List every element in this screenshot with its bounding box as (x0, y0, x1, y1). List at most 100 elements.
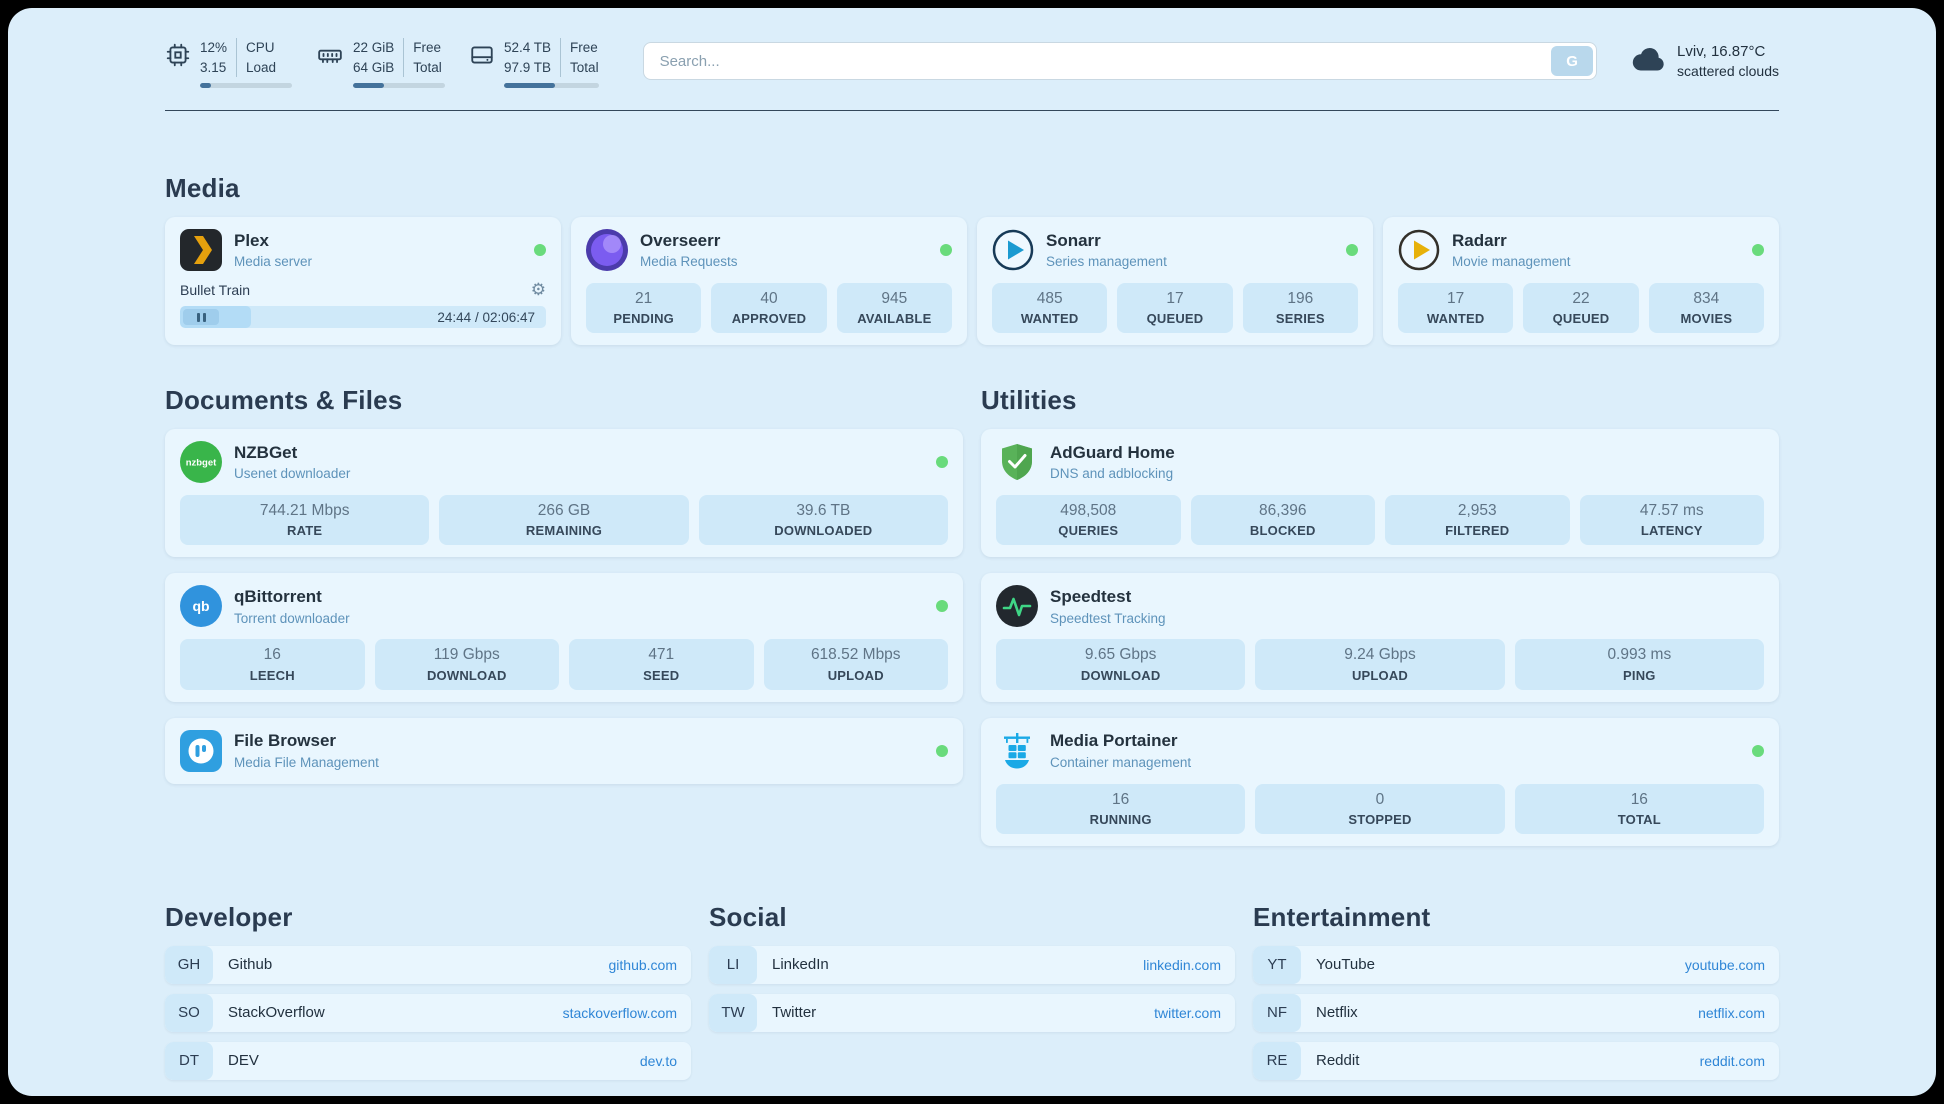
app-name: NZBGet (234, 443, 298, 463)
ram-total-value: 64 GiB (353, 59, 395, 75)
qbittorrent-icon: qb (180, 585, 222, 628)
stat-pending: 21 PENDING (586, 283, 702, 334)
bookmark-stackoverflow[interactable]: SO StackOverflow stackoverflow.com (165, 993, 691, 1032)
stat-ping: 0.993 ms PING (1514, 639, 1764, 690)
bookmark-name: Twitter (772, 1004, 817, 1022)
app-card-adguard[interactable]: AdGuard Home DNS and adblocking 498,508 Q… (981, 429, 1779, 558)
stat-remaining: 266 GB REMAINING (439, 495, 689, 546)
playback-progress-bar[interactable]: 24:44 / 02:06:47 (180, 306, 546, 329)
app-name: Speedtest (1050, 587, 1132, 607)
media-section: Media Plex Media server (165, 173, 1779, 346)
cpu-icon (165, 42, 191, 73)
header-divider (165, 110, 1779, 112)
cloud-icon (1631, 45, 1667, 77)
settings-gear-icon[interactable]: ⚙ (530, 280, 546, 300)
bookmark-link[interactable]: github.com (608, 956, 677, 973)
app-subtitle: Media server (234, 254, 313, 270)
radarr-icon (1398, 229, 1440, 271)
app-subtitle: Media Requests (640, 254, 738, 270)
bookmark-reddit[interactable]: RE Reddit reddit.com (1253, 1041, 1779, 1080)
app-name: qBittorrent (234, 587, 322, 607)
weather-condition: scattered clouds (1677, 62, 1779, 79)
documents-section: Documents & Files nzbget NZBGet Usenet d (165, 385, 963, 845)
dashboard-page: 12% 3.15 CPU Load (8, 8, 1936, 1096)
bookmark-twitter[interactable]: TW Twitter twitter.com (709, 993, 1235, 1032)
sonarr-icon (992, 229, 1034, 271)
stat-leech: 16 LEECH (180, 639, 365, 690)
bookmark-link[interactable]: netflix.com (1698, 1004, 1765, 1021)
disk-total-label: Total (570, 59, 599, 75)
search-input[interactable] (643, 43, 1549, 80)
app-card-qbittorrent[interactable]: qb qBittorrent Torrent downloader 16 LEEC… (165, 573, 963, 702)
system-metrics: 12% 3.15 CPU Load (165, 38, 599, 89)
disk-total-value: 97.9 TB (504, 59, 552, 75)
app-name: Sonarr (1046, 230, 1101, 250)
bookmark-abbr: SO (165, 993, 213, 1032)
app-card-sonarr[interactable]: Sonarr Series management 485 WANTED 17 QUE… (977, 217, 1373, 346)
app-subtitle: Series management (1046, 254, 1167, 270)
app-card-speedtest[interactable]: Speedtest Speedtest Tracking 9.65 Gbps DO… (981, 573, 1779, 702)
app-card-radarr[interactable]: Radarr Movie management 17 WANTED 22 QUEUE… (1383, 217, 1779, 346)
status-dot (936, 744, 948, 757)
portainer-icon (996, 730, 1038, 772)
adguard-icon (996, 441, 1038, 483)
status-dot (1752, 744, 1764, 757)
stat-rate: 744.21 Mbps RATE (180, 495, 430, 546)
bookmark-dev[interactable]: DT DEV dev.to (165, 1041, 691, 1080)
bookmark-linkedin[interactable]: LI LinkedIn linkedin.com (709, 945, 1235, 984)
bookmark-github[interactable]: GH Github github.com (165, 945, 691, 984)
developer-section-title: Developer (165, 901, 293, 932)
stat-approved: 40 APPROVED (711, 283, 827, 334)
top-bar: 12% 3.15 CPU Load (8, 8, 1936, 89)
bookmark-netflix[interactable]: NF Netflix netflix.com (1253, 993, 1779, 1032)
app-card-portainer[interactable]: Media Portainer Container management 16 R… (981, 717, 1779, 846)
nzbget-icon: nzbget (180, 441, 222, 484)
app-subtitle: Media File Management (234, 754, 379, 770)
pause-button[interactable] (183, 309, 219, 326)
bookmarks-developer: Developer GH Github github.com SO StackO… (165, 902, 691, 1090)
app-card-filebrowser[interactable]: File Browser Media File Management (165, 717, 963, 784)
bookmark-youtube[interactable]: YT YouTube youtube.com (1253, 945, 1779, 984)
bookmark-link[interactable]: reddit.com (1699, 1052, 1765, 1069)
bookmark-abbr: LI (709, 945, 757, 984)
stat-upload: 9.24 Gbps UPLOAD (1255, 639, 1505, 690)
ram-metric: 22 GiB 64 GiB Free Total (316, 38, 445, 89)
search-engine-button[interactable]: G (1551, 46, 1594, 77)
playback-time: 24:44 / 02:06:47 (437, 309, 535, 325)
status-dot (534, 244, 546, 257)
ram-icon (316, 42, 344, 73)
app-subtitle: DNS and adblocking (1050, 466, 1174, 482)
app-subtitle: Container management (1050, 754, 1192, 770)
stat-filtered: 2,953 FILTERED (1385, 495, 1570, 546)
app-card-nzbget[interactable]: nzbget NZBGet Usenet downloader 744.21 M… (165, 429, 963, 558)
status-dot (940, 244, 952, 257)
bookmark-abbr: DT (165, 1041, 213, 1080)
stat-wanted: 485 WANTED (992, 283, 1108, 334)
ram-progress-bar (353, 83, 445, 89)
bookmark-link[interactable]: youtube.com (1684, 956, 1765, 973)
bookmark-link[interactable]: dev.to (639, 1052, 677, 1069)
app-card-overseerr[interactable]: Overseerr Media Requests 21 PENDING 40 APP… (571, 217, 967, 346)
stat-queued: 17 QUEUED (1117, 283, 1233, 334)
status-dot (1346, 244, 1358, 257)
stat-blocked: 86,396 BLOCKED (1190, 495, 1375, 546)
bookmark-abbr: GH (165, 945, 213, 984)
app-name: Media Portainer (1050, 731, 1178, 751)
stat-running: 16 RUNNING (996, 783, 1246, 834)
filebrowser-icon (180, 729, 222, 772)
bookmark-name: LinkedIn (772, 956, 829, 974)
app-card-plex[interactable]: Plex Media server Bullet Train ⚙ 24:44 /… (165, 217, 561, 346)
bookmark-link[interactable]: stackoverflow.com (562, 1004, 677, 1021)
weather-location: Lviv, 16.87°C (1677, 42, 1766, 60)
cpu-usage-value: 12% (200, 40, 228, 55)
disk-free-value: 52.4 TB (504, 40, 552, 55)
app-subtitle: Usenet downloader (234, 466, 351, 482)
plex-icon (180, 229, 222, 272)
bookmark-link[interactable]: twitter.com (1154, 1004, 1221, 1021)
bookmark-name: StackOverflow (228, 1004, 325, 1022)
stat-upload: 618.52 Mbps UPLOAD (763, 639, 948, 690)
utilities-section: Utilities AdGuard Home (981, 385, 1779, 846)
app-name: Overseerr (640, 230, 721, 250)
documents-section-title: Documents & Files (165, 385, 403, 416)
bookmark-link[interactable]: linkedin.com (1143, 956, 1221, 973)
